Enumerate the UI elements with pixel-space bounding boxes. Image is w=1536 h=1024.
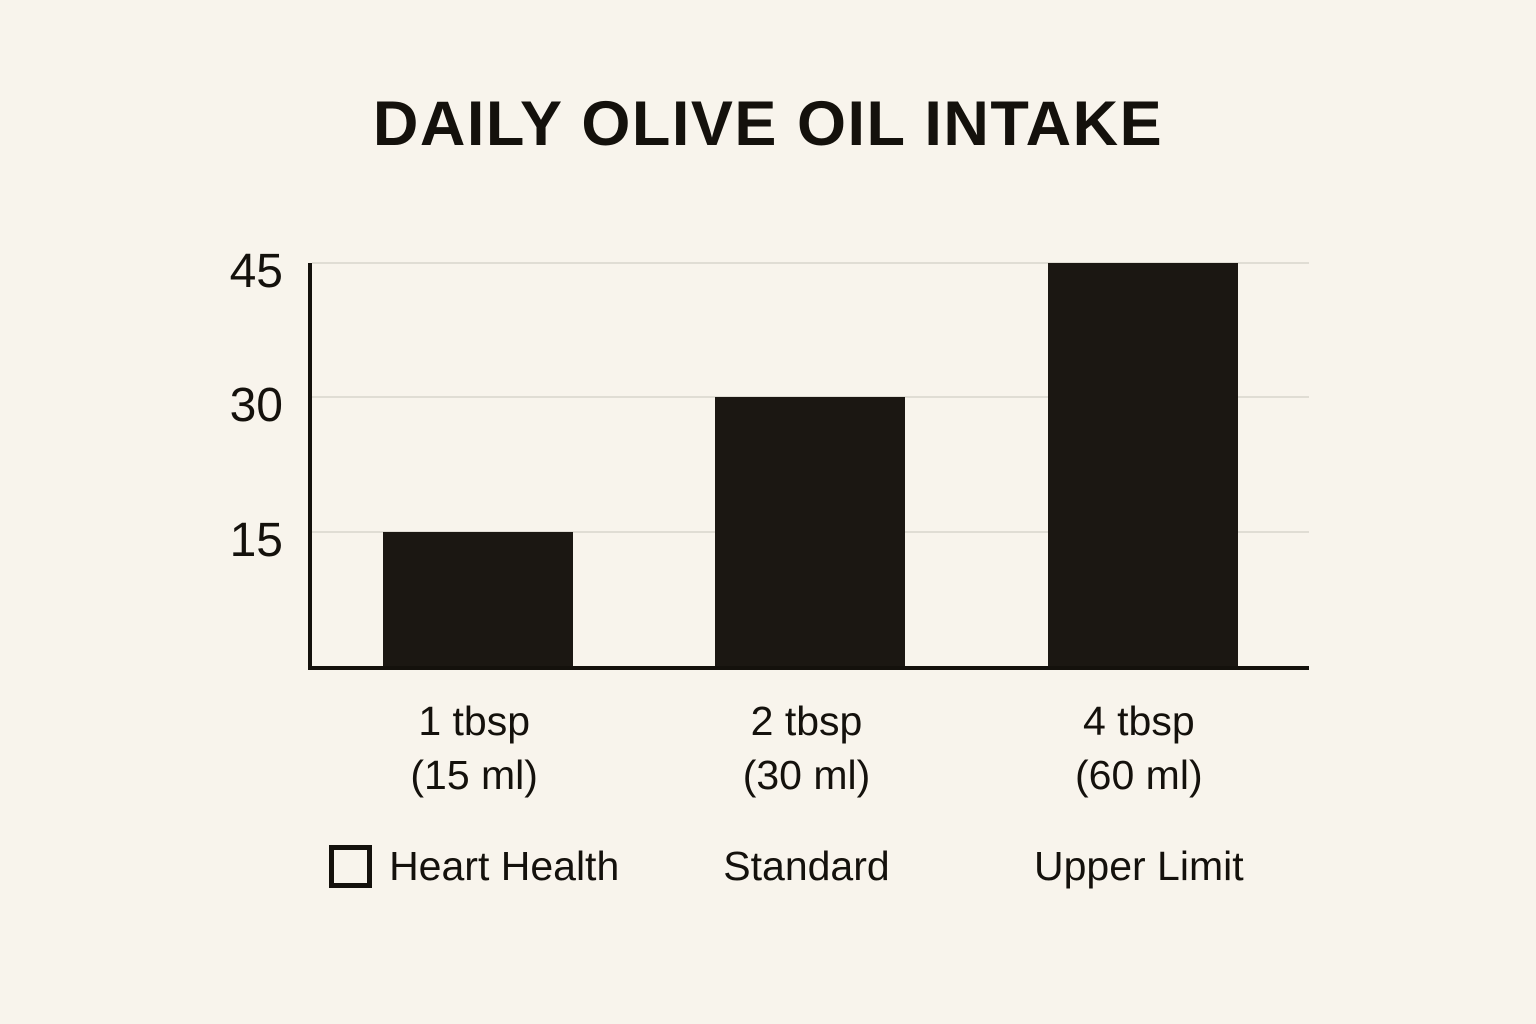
bar-slot-1 [312, 263, 644, 666]
y-tick-label-30: 30 [229, 379, 283, 433]
bar-slot-2 [644, 263, 976, 666]
gridline-45 [312, 262, 1309, 264]
legend-label: Heart Health [389, 842, 620, 889]
legend-item-3: Upper Limit [973, 842, 1305, 890]
category-label: 2 tbsp [750, 698, 863, 744]
x-axis-label-1: 1 tbsp (15 ml) [308, 694, 640, 802]
bars-layer [312, 263, 1309, 666]
category-sublabel: (15 ml) [410, 752, 538, 798]
bar-1 [383, 531, 574, 666]
category-label: 4 tbsp [1082, 698, 1195, 744]
legend: Heart Health Standard Upper Limit [308, 842, 1305, 890]
x-axis-label-3: 4 tbsp (60 ml) [973, 694, 1305, 802]
y-axis-tick-labels: 15 30 45 [0, 248, 283, 666]
x-axis-labels: 1 tbsp (15 ml) 2 tbsp (30 ml) 4 tbsp (60 ml) [308, 694, 1305, 802]
y-tick-label-45: 45 [229, 245, 283, 298]
legend-label: Standard [723, 842, 890, 889]
bar-2 [715, 397, 906, 666]
category-sublabel: (60 ml) [1075, 752, 1203, 798]
bar-slot-3 [977, 263, 1309, 666]
x-axis-label-2: 2 tbsp (30 ml) [640, 694, 972, 802]
bar-3 [1047, 263, 1238, 666]
legend-item-1: Heart Health [308, 842, 640, 890]
y-tick-label-15: 15 [229, 513, 283, 567]
plot-area [308, 262, 1309, 670]
chart-title: DAILY OLIVE OIL INTAKE [372, 89, 1164, 159]
category-sublabel: (30 ml) [742, 752, 871, 798]
hollow-square-icon [329, 844, 373, 888]
legend-item-2: Standard [640, 842, 972, 890]
legend-label: Upper Limit [1034, 842, 1244, 889]
category-label: 1 tbsp [418, 698, 531, 744]
